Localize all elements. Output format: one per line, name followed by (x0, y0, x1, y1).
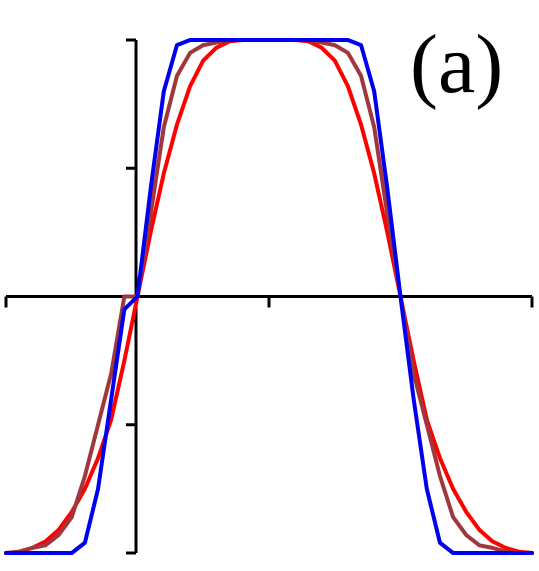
panel-label: (a) (410, 18, 503, 111)
series-line-3 (4, 38, 534, 555)
series-group (4, 38, 534, 555)
